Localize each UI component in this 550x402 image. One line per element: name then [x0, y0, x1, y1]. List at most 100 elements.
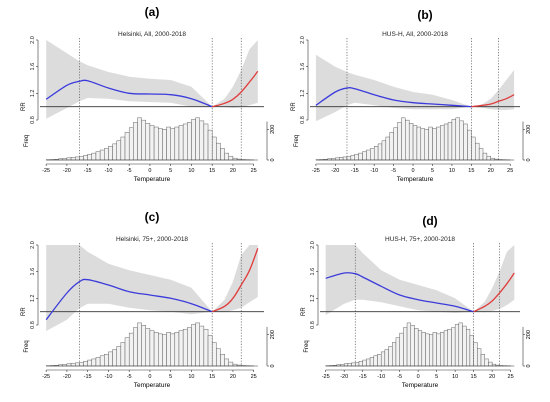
histogram-bar: [133, 122, 138, 161]
histogram-bar: [420, 128, 425, 161]
histogram-bar: [455, 117, 460, 161]
y-axis-label: RR: [21, 102, 27, 111]
histogram-bar: [70, 362, 76, 367]
x-tick-label: -20: [63, 374, 71, 380]
histogram-bar: [342, 156, 348, 161]
histogram-bar: [153, 332, 159, 367]
histogram-bar: [469, 335, 474, 367]
y-tick-label: 0.8: [310, 321, 316, 329]
histogram-bar: [458, 322, 463, 367]
histogram-bar: [392, 342, 397, 367]
histogram-bar: [478, 148, 484, 161]
chart-panel-d: (d) HUS-H, 75+, 2000-2018 0.8 1.2 1.6 2.0 RR 0 2…: [301, 214, 532, 389]
panel-label: (c): [145, 210, 160, 224]
histogram-bar: [399, 332, 404, 367]
freq-axis-label: Freq: [294, 135, 300, 147]
x-tick-label: 10: [188, 374, 194, 380]
x-tick-label: -15: [84, 374, 92, 380]
chart-title: Helsinki, 75+, 2000-2018: [116, 236, 188, 243]
x-tick-label: 5: [169, 374, 172, 380]
histogram-bar: [174, 332, 180, 367]
freq-tick-label: 0: [270, 158, 276, 161]
histogram-bar: [351, 362, 356, 367]
histogram-bar: [412, 125, 418, 161]
x-tick-label: -20: [63, 168, 71, 174]
histogram-bar: [397, 122, 402, 161]
histogram-bar: [473, 342, 478, 367]
histogram-bar: [116, 346, 122, 367]
histogram-bar: [436, 126, 441, 161]
rr-curve-cold: [315, 87, 472, 108]
histogram-bar: [440, 125, 445, 161]
x-tick-label: 0: [148, 374, 151, 380]
x-tick-label: 15: [471, 374, 477, 380]
x-tick-label: 25: [251, 168, 257, 174]
histogram-bar: [216, 142, 221, 161]
x-tick-label: 0: [148, 168, 151, 174]
histogram-bar: [145, 328, 151, 367]
freq-axis-label: Freq: [24, 340, 30, 352]
histogram-bar: [429, 334, 434, 367]
histogram-bar: [162, 334, 167, 367]
histogram-bar: [91, 152, 97, 161]
histogram-bar: [428, 126, 433, 161]
histogram-bar: [187, 122, 192, 161]
histogram-bar: [416, 126, 422, 161]
histogram-bar: [451, 327, 456, 367]
y-tick-label: 1.2: [310, 295, 316, 303]
histogram-bar: [141, 325, 146, 367]
histogram-bar: [421, 332, 426, 367]
histogram-bar: [203, 328, 209, 367]
histogram-bar: [377, 354, 382, 367]
x-tick-label: 20: [488, 168, 494, 174]
histogram-bar: [377, 143, 383, 161]
y-tick-label: 2.0: [300, 36, 306, 44]
histogram-bar: [79, 156, 84, 161]
histogram-bar: [141, 119, 146, 161]
histogram-bar: [124, 337, 130, 367]
histogram-bar: [482, 152, 488, 161]
histogram-bar: [477, 348, 482, 367]
panel-label: (d): [422, 214, 437, 228]
histogram-bar: [462, 325, 467, 367]
histogram-bar: [436, 333, 441, 367]
x-tick-label: -5: [391, 168, 396, 174]
histogram-bar: [104, 354, 109, 367]
histogram-bar: [203, 123, 209, 161]
histogram-bar: [228, 155, 234, 161]
histogram-bar: [112, 349, 117, 367]
x-axis-label: Temperature: [397, 176, 434, 183]
freq-tick-label: 0: [526, 158, 532, 161]
histogram-bar: [207, 129, 213, 161]
panel-label: (a): [145, 5, 160, 19]
histogram-bar: [373, 355, 378, 367]
histogram-bar: [369, 357, 374, 367]
x-tick-label: 25: [508, 374, 514, 380]
histogram-bar: [220, 354, 225, 367]
histogram-bar: [354, 153, 359, 161]
x-tick-label: -10: [370, 168, 378, 174]
y-axis-label: RR: [301, 307, 307, 316]
histogram-bar: [75, 362, 80, 367]
histogram-bar: [471, 136, 476, 161]
x-tick-label: 10: [449, 168, 455, 174]
y-tick-label: 1.6: [310, 268, 316, 276]
histogram-bar: [178, 330, 184, 367]
y-tick-label: 0.8: [300, 116, 306, 124]
x-axis-label: Temperature: [402, 382, 439, 389]
histogram-bar: [153, 126, 159, 161]
y-tick-label: 0.8: [30, 116, 36, 124]
histogram-bar: [87, 153, 93, 161]
histogram-bar: [95, 357, 101, 367]
freq-tick-label: 0: [526, 364, 532, 367]
chart-panel-a: (a) Helsinki, All, 2000-2018 0.8 1.2 1.6 2.0 R…: [21, 5, 276, 183]
histogram-bar: [414, 328, 419, 367]
rr-curve-hot: [473, 272, 515, 313]
histogram-bar: [350, 155, 355, 161]
y-tick-label: 1.6: [30, 63, 36, 71]
freq-tick-label: 200: [270, 330, 276, 339]
histogram-bar: [408, 122, 414, 161]
confidence-band: [315, 54, 515, 122]
histogram-bar: [191, 119, 196, 161]
